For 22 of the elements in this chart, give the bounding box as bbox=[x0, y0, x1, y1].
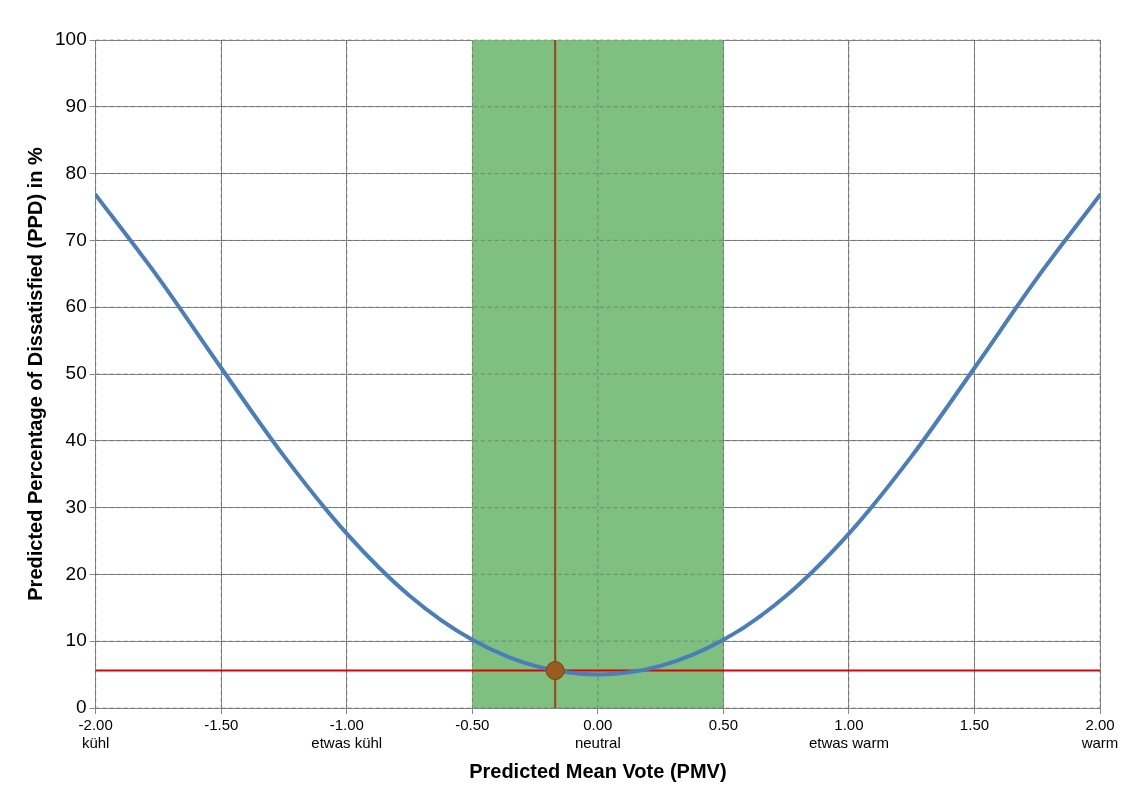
x-tick-label: 1.00 etwas warm bbox=[808, 716, 889, 752]
y-tick-label: 50 bbox=[65, 362, 87, 384]
y-axis-title: Predicted Percentage of Dissatisfied (PPD) in % bbox=[23, 147, 46, 601]
y-tick-label: 90 bbox=[65, 95, 87, 117]
y-tick-label: 30 bbox=[65, 495, 87, 517]
y-tick-label: 0 bbox=[76, 696, 87, 718]
x-tick-label: 0.00 neutral bbox=[574, 716, 621, 752]
x-tick-label: -2.00 kühl bbox=[78, 716, 113, 752]
y-tick-label: 10 bbox=[65, 629, 87, 651]
y-tick-label: 100 bbox=[55, 28, 87, 50]
x-axis-title: Predicted Mean Vote (PMV) bbox=[469, 759, 727, 782]
y-tick-label: 80 bbox=[65, 161, 87, 183]
y-tick-label: 40 bbox=[65, 429, 87, 451]
x-tick-label: -0.50 bbox=[455, 716, 490, 734]
x-tick-label: -1.00 etwas kühl bbox=[311, 716, 383, 752]
x-tick-label: 2.00 warm bbox=[1080, 716, 1119, 752]
x-tick-label: 1.50 bbox=[959, 716, 990, 734]
x-tick-label: -1.50 bbox=[204, 716, 239, 734]
y-tick-label: 20 bbox=[65, 562, 87, 584]
x-tick-label: 0.50 bbox=[708, 716, 738, 734]
y-tick-label: 60 bbox=[65, 295, 87, 317]
y-tick-label: 70 bbox=[65, 228, 87, 250]
